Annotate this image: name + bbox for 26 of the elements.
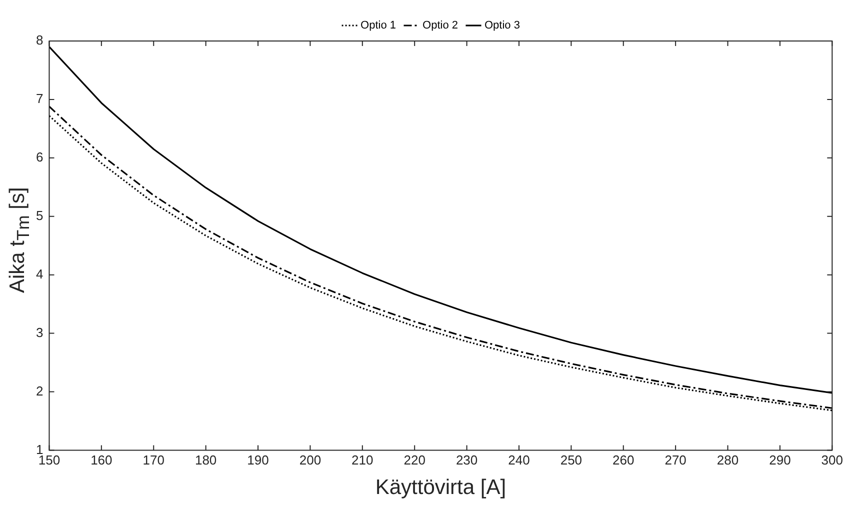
y-tick-label: 4: [36, 266, 44, 282]
x-tick-label: 260: [612, 452, 634, 468]
x-tick-label: 180: [194, 452, 217, 468]
x-tick-label: 240: [508, 452, 530, 468]
x-tick-label: 230: [456, 452, 478, 468]
x-tick-label: 250: [560, 452, 582, 468]
x-tick-label: 220: [404, 452, 426, 468]
x-tick-label: 270: [664, 452, 686, 468]
x-tick-label: 170: [142, 452, 164, 468]
x-tick-label: 190: [247, 452, 269, 468]
y-tick-label: 3: [36, 324, 44, 340]
x-tick-label: 160: [90, 452, 112, 468]
legend-label: Optio 3: [484, 20, 520, 32]
x-tick-label: 280: [716, 452, 739, 468]
y-tick-label: 7: [36, 91, 44, 106]
y-tick-label: 6: [36, 149, 44, 164]
y-tick-label: 2: [36, 383, 44, 398]
x-tick-label: 300: [821, 452, 844, 468]
x-tick-label: 200: [299, 452, 322, 468]
legend-label: Optio 1: [360, 20, 396, 32]
x-tick-label: 210: [352, 452, 374, 468]
legend-label: Optio 2: [422, 20, 458, 32]
x-axis-title: Käyttövirta [A]: [375, 476, 506, 500]
y-tick-label: 8: [36, 32, 44, 48]
y-tick-label: 5: [36, 208, 44, 223]
x-tick-label: 290: [769, 452, 791, 468]
